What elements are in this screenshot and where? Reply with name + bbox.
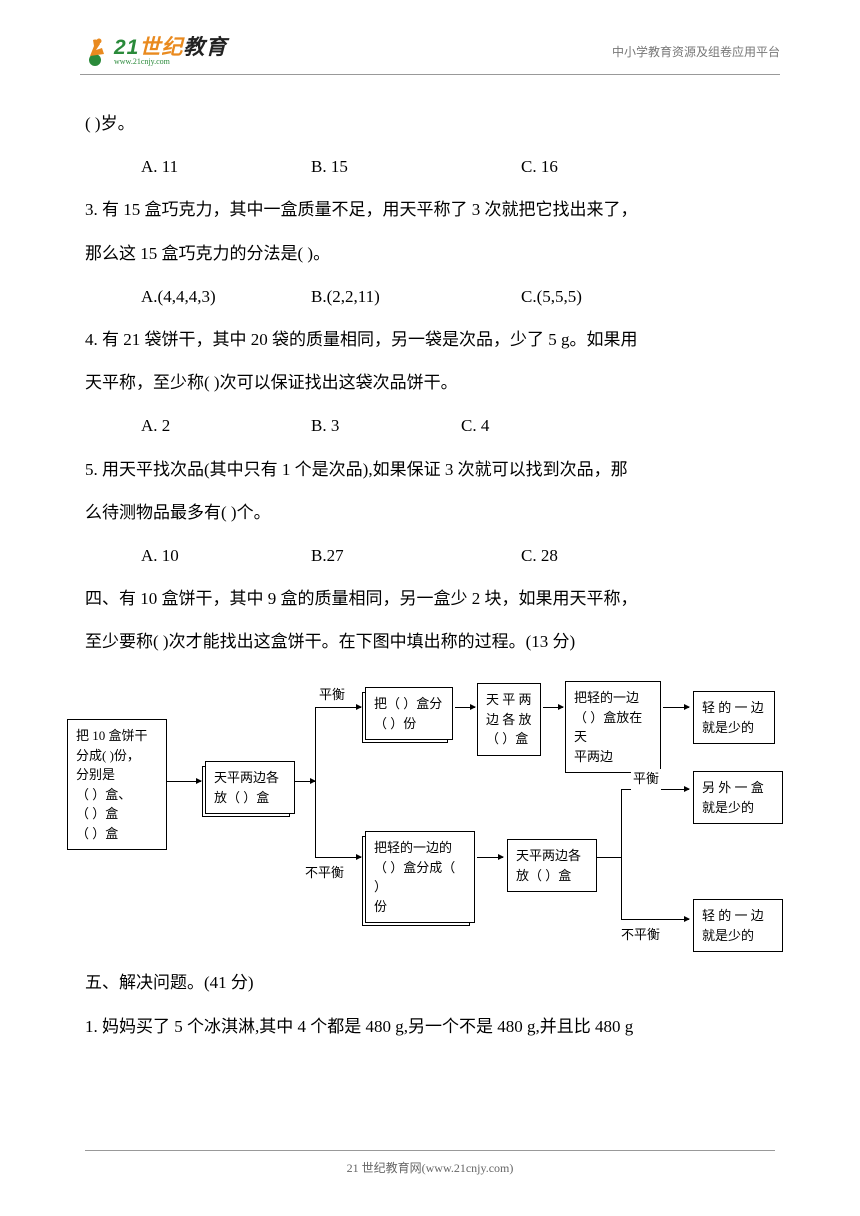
q3-line1: 3. 有 15 盒巧克力，其中一盒质量不足，用天平称了 3 次就把它找出来了， (85, 196, 775, 223)
logo-runner-icon (80, 36, 110, 66)
logo-shij: 世纪 (139, 36, 183, 59)
flow-bot1: 把轻的一边的 （ ）盒分成（ ） 份 (365, 831, 475, 923)
arrow-botr2 (621, 919, 689, 920)
q5-line2: 么待测物品最多有( )个。 (85, 499, 775, 526)
s5-title: 五、解决问题。(41 分) (85, 969, 775, 996)
q4-line1: 4. 有 21 袋饼干，其中 20 袋的质量相同，另一袋是次品，少了 5 g。如… (85, 326, 775, 353)
footer-divider (85, 1150, 775, 1151)
q5-line1: 5. 用天平找次品(其中只有 1 个是次品),如果保证 3 次就可以找到次品，那 (85, 456, 775, 483)
flow-top2: 天 平 两 边 各 放 （ ）盒 (477, 683, 541, 756)
page-content: ( )岁。 A. 11 B. 15 C. 16 3. 有 15 盒巧克力，其中一… (85, 110, 775, 1056)
q3-options: A.(4,4,4,3) B.(2,2,11) C.(5,5,5) (141, 283, 775, 310)
logo-text: 21世纪教育 www.21cnjy.com (114, 37, 227, 66)
bot-split-vline (621, 789, 622, 919)
q3-opt-b: B.(2,2,11) (311, 283, 521, 310)
logo-21: 21 (114, 36, 139, 59)
q2-opt-b: B. 15 (311, 153, 521, 180)
page-header: 21世纪教育 www.21cnjy.com 中小学教育资源及组卷应用平台 (80, 36, 780, 66)
q3-opt-c: C.(5,5,5) (521, 283, 582, 310)
lbl-balance-2: 平衡 (631, 769, 661, 790)
lbl-unbal-1: 不平衡 (303, 863, 346, 884)
q5-options: A. 10 B.27 C. 28 (141, 542, 775, 569)
q2-options: A. 11 B. 15 C. 16 (141, 153, 775, 180)
flow-top4: 轻 的 一 边 就是少的 (693, 691, 775, 744)
q3-opt-a: A.(4,4,4,3) (141, 283, 311, 310)
arrow-top4 (663, 707, 689, 708)
flow-bot-r2: 轻 的 一 边 就是少的 (693, 899, 783, 952)
arrow-top2 (455, 707, 475, 708)
flow-top3: 把轻的一边 （ ）盒放在天 平两边 (565, 681, 661, 773)
page-footer: 21 世纪教育网(www.21cnjy.com) (0, 1150, 860, 1176)
lbl-unbal-2: 不平衡 (619, 925, 662, 946)
flow-bot2: 天平两边各 放（ ）盒 (507, 839, 597, 892)
q5-opt-a: A. 10 (141, 542, 311, 569)
s4-line2: 至少要称( )次才能找出这盒饼干。在下图中填出称的过程。(13 分) (85, 628, 775, 655)
flow-top1: 把（ ）盒分 （ ）份 (365, 687, 453, 740)
q4-opt-b: B. 3 (311, 412, 461, 439)
logo-url: www.21cnjy.com (114, 58, 227, 66)
footer-text: 21 世纪教育网(www.21cnjy.com) (0, 1159, 860, 1176)
header-subtitle: 中小学教育资源及组卷应用平台 (612, 43, 780, 60)
lbl-balance-1: 平衡 (317, 685, 347, 706)
q3-line2: 那么这 15 盒巧克力的分法是( )。 (85, 240, 775, 267)
q2-stem: ( )岁。 (85, 110, 775, 137)
logo: 21世纪教育 www.21cnjy.com (80, 36, 227, 66)
q4-options: A. 2 B. 3 C. 4 (141, 412, 775, 439)
flow-bot-r1: 另 外 一 盒 就是少的 (693, 771, 783, 824)
q4-opt-c: C. 4 (461, 412, 489, 439)
arrow-bot2 (477, 857, 503, 858)
flow-start-box: 把 10 盒饼干 分成( )份， 分别是 （ ）盒、 （ ）盒 （ ）盒 (67, 719, 167, 850)
logo-jiaoyu: 教育 (183, 36, 227, 59)
q4-line2: 天平称，至少称( )次可以保证找出这袋次品饼干。 (85, 369, 775, 396)
q4-opt-a: A. 2 (141, 412, 311, 439)
q5-opt-c: C. 28 (521, 542, 558, 569)
q2-opt-a: A. 11 (141, 153, 311, 180)
arrow-top3 (543, 707, 563, 708)
q2-opt-c: C. 16 (521, 153, 558, 180)
arrow-top1 (315, 707, 361, 708)
arrow-bot1 (315, 857, 361, 858)
flowchart: 把 10 盒饼干 分成( )份， 分别是 （ ）盒、 （ ）盒 （ ）盒 天平两… (75, 671, 815, 941)
flow-weigh1-box: 天平两边各 放（ ）盒 (205, 761, 295, 814)
arrow-1 (167, 781, 201, 782)
q5-opt-b: B.27 (311, 542, 521, 569)
header-divider (80, 74, 780, 75)
s4-line1: 四、有 10 盒饼干，其中 9 盒的质量相同，另一盒少 2 块，如果用天平称， (85, 585, 775, 612)
s5-q1-line1: 1. 妈妈买了 5 个冰淇淋,其中 4 个都是 480 g,另一个不是 480 … (85, 1013, 775, 1040)
